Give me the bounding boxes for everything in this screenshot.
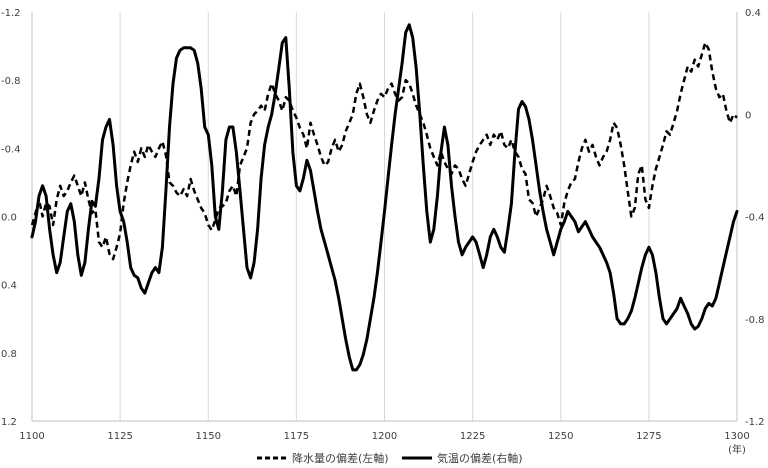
left-y-tick-label: 1.2 <box>1 417 17 428</box>
x-tick-label: 1275 <box>636 431 661 442</box>
left-y-tick-label: 0.0 <box>1 213 17 224</box>
legend-label: 気温の偏差(右軸) <box>437 451 523 465</box>
right-y-tick-label: -0.8 <box>745 315 765 326</box>
left-y-tick-label: -0.4 <box>1 144 21 155</box>
x-tick-label: 1200 <box>372 431 397 442</box>
x-tick-label: 1125 <box>107 431 132 442</box>
left-y-tick-label: -1.2 <box>1 8 21 19</box>
left-y-tick-label: 0.4 <box>1 281 17 292</box>
x-unit-label: (年) <box>728 443 746 456</box>
right-y-tick-label: -0.4 <box>745 213 765 224</box>
right-y-tick-label: -1.2 <box>745 417 765 428</box>
left-y-tick-labels: -1.2 -0.8 -0.4 0.0 0.4 0.8 1.2 <box>1 8 21 428</box>
legend-label: 降水量の偏差(左軸) <box>292 451 389 465</box>
x-tick-label: 1100 <box>19 431 44 442</box>
x-tick-label: 1250 <box>548 431 573 442</box>
right-y-tick-label: 0 <box>745 110 751 121</box>
temperature-deviation-line <box>30 23 739 372</box>
x-tick-label: 1150 <box>196 431 221 442</box>
x-tick-labels: 1100 1125 1150 1175 1200 1225 1250 1275 1300 <box>19 431 749 442</box>
x-tick-label: 1175 <box>284 431 309 442</box>
x-tick-label: 1225 <box>460 431 485 442</box>
legend: 降水量の偏差(左軸) 気温の偏差(右軸) <box>257 451 523 465</box>
series-lines <box>30 23 739 372</box>
left-y-tick-label: -0.8 <box>1 76 21 87</box>
axes <box>31 12 738 422</box>
precipitation-deviation-line <box>30 41 738 261</box>
x-tick-label: 1300 <box>724 431 749 442</box>
left-y-tick-label: 0.8 <box>1 349 17 360</box>
right-y-tick-labels: 0.4 0 -0.4 -0.8 -1.2 <box>745 8 765 428</box>
right-y-tick-label: 0.4 <box>745 8 761 19</box>
